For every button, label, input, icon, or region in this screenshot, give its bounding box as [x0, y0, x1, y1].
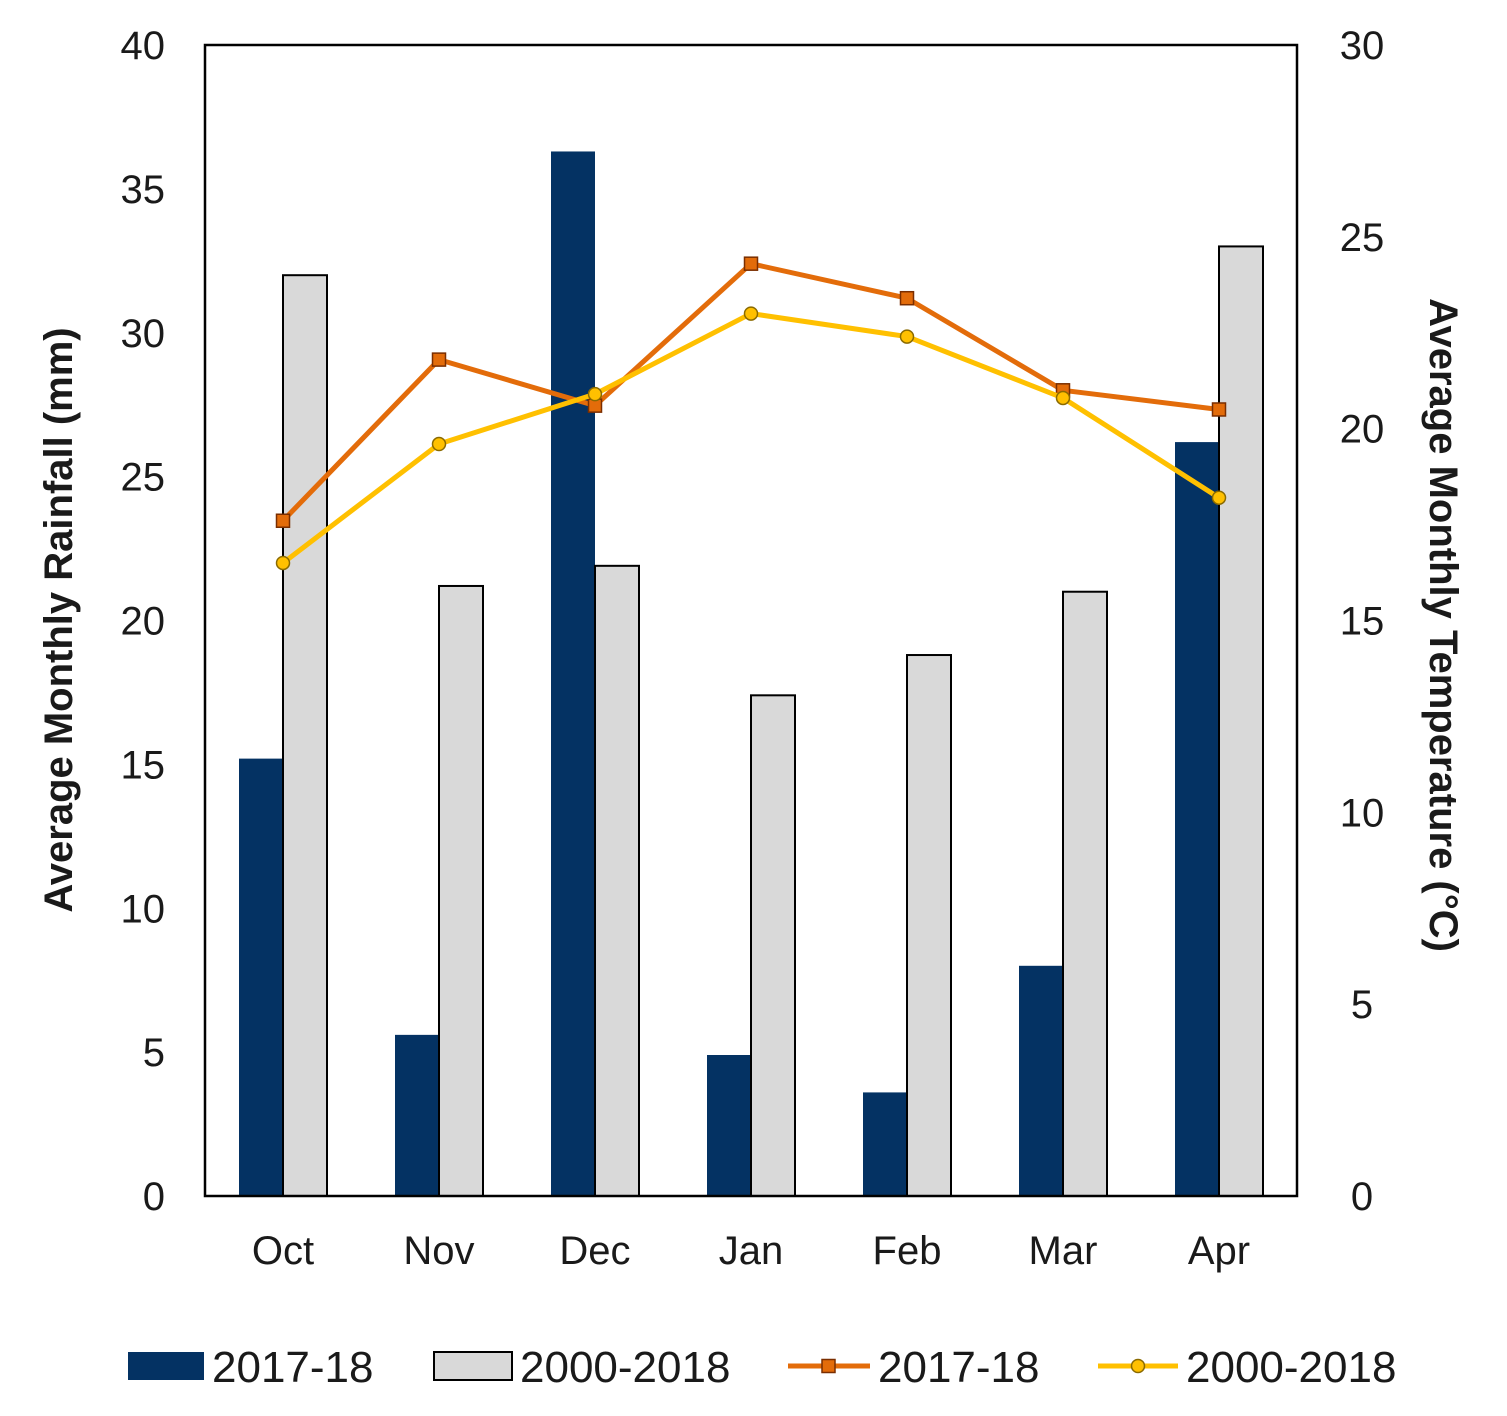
x-tick-label: Dec: [559, 1229, 630, 1273]
marker-temp-2000-2018-dec: [587, 386, 603, 402]
x-tick-label: Apr: [1188, 1229, 1250, 1273]
x-axis-ticks: Oct Nov Dec Jan Feb Mar Apr: [252, 1229, 1250, 1273]
line-layer: [275, 256, 1227, 571]
legend: 2017-18 2000-2018 2017-18 2000-2018: [128, 1343, 1396, 1392]
bar-rain-2000-2018-mar: [1062, 590, 1108, 1197]
right-tick-label: 25: [1340, 216, 1385, 260]
left-tick-label: 35: [121, 168, 166, 212]
line-temp-2017-18: [281, 261, 1220, 523]
marker-temp-2000-2018-nov: [431, 436, 447, 452]
right-tick-label: 0: [1351, 1175, 1373, 1219]
right-tick-label: 30: [1340, 24, 1385, 68]
marker-temp-2017-18-nov: [431, 352, 447, 367]
left-tick-label: 25: [121, 456, 166, 500]
bar-rain-2000-2018-nov: [438, 584, 484, 1197]
marker-temp-2000-2018-mar: [1055, 390, 1071, 406]
left-tick-label: 5: [143, 1031, 165, 1075]
legend-swatch-bar-2000-2018: [433, 1351, 513, 1381]
legend-marker-square: [821, 1358, 836, 1374]
x-tick-label: Jan: [719, 1229, 784, 1273]
legend-label-bar-2017-18: 2017-18: [212, 1343, 373, 1392]
bar-rain-2017-18-dec: [551, 151, 595, 1196]
bar-rain-2017-18-apr: [1175, 442, 1219, 1197]
left-tick-label: 40: [121, 24, 166, 68]
marker-temp-2017-18-jan: [743, 256, 759, 271]
legend-swatch-bar-2017-18: [128, 1352, 204, 1380]
bar-layer: [239, 151, 1264, 1198]
x-tick-label: Mar: [1029, 1229, 1098, 1273]
left-tick-label: 10: [121, 887, 166, 931]
left-axis-title: Average Monthly Rainfall (mm): [37, 327, 81, 912]
marker-temp-2017-18-feb: [899, 290, 915, 306]
left-axis-ticks: 0 5 10 15 20 25 30 35 40: [121, 24, 166, 1219]
x-tick-label: Oct: [252, 1229, 314, 1273]
left-tick-label: 30: [121, 312, 166, 356]
legend-label-line-2000-2018: 2000-2018: [1186, 1343, 1396, 1392]
right-tick-label: 15: [1340, 600, 1385, 644]
left-tick-label: 20: [121, 600, 166, 644]
right-tick-label: 10: [1340, 791, 1385, 835]
bar-rain-2017-18-feb: [863, 1092, 907, 1196]
line-temp-2000-2018: [281, 311, 1221, 565]
marker-temp-2000-2018-apr: [1211, 490, 1227, 505]
marker-temp-2017-18-oct: [275, 513, 291, 528]
legend-label-line-2017-18: 2017-18: [878, 1343, 1039, 1392]
bar-rain-2017-18-nov: [395, 1034, 439, 1196]
left-tick-label: 0: [143, 1175, 165, 1219]
x-tick-label: Feb: [873, 1229, 942, 1273]
legend-label-bar-2000-2018: 2000-2018: [520, 1343, 730, 1392]
right-tick-label: 20: [1340, 408, 1385, 452]
right-axis-title: Average Monthly Temperature (°C): [1421, 298, 1465, 952]
left-tick-label: 15: [121, 743, 166, 787]
bar-rain-2017-18-jan: [707, 1055, 751, 1196]
bar-rain-2017-18-mar: [1019, 965, 1063, 1196]
marker-temp-2017-18-apr: [1211, 402, 1227, 417]
bar-rain-2000-2018-jan: [750, 694, 796, 1197]
legend-marker-circle: [1130, 1358, 1146, 1374]
right-axis-ticks: 0 5 10 15 20 25 30: [1340, 24, 1385, 1219]
marker-temp-2000-2018-jan: [743, 306, 759, 321]
plot-area-frame: [203, 43, 1299, 1198]
marker-temp-2000-2018-oct: [275, 555, 291, 571]
x-tick-label: Nov: [403, 1229, 474, 1273]
marker-temp-2000-2018-feb: [899, 329, 915, 344]
right-tick-label: 5: [1351, 983, 1373, 1027]
bar-rain-2000-2018-feb: [906, 654, 952, 1197]
bar-rain-2000-2018-apr: [1218, 245, 1264, 1198]
bar-rain-2017-18-oct: [239, 758, 283, 1196]
bar-rain-2000-2018-dec: [594, 564, 640, 1197]
bar-rain-2000-2018-oct: [282, 274, 328, 1197]
